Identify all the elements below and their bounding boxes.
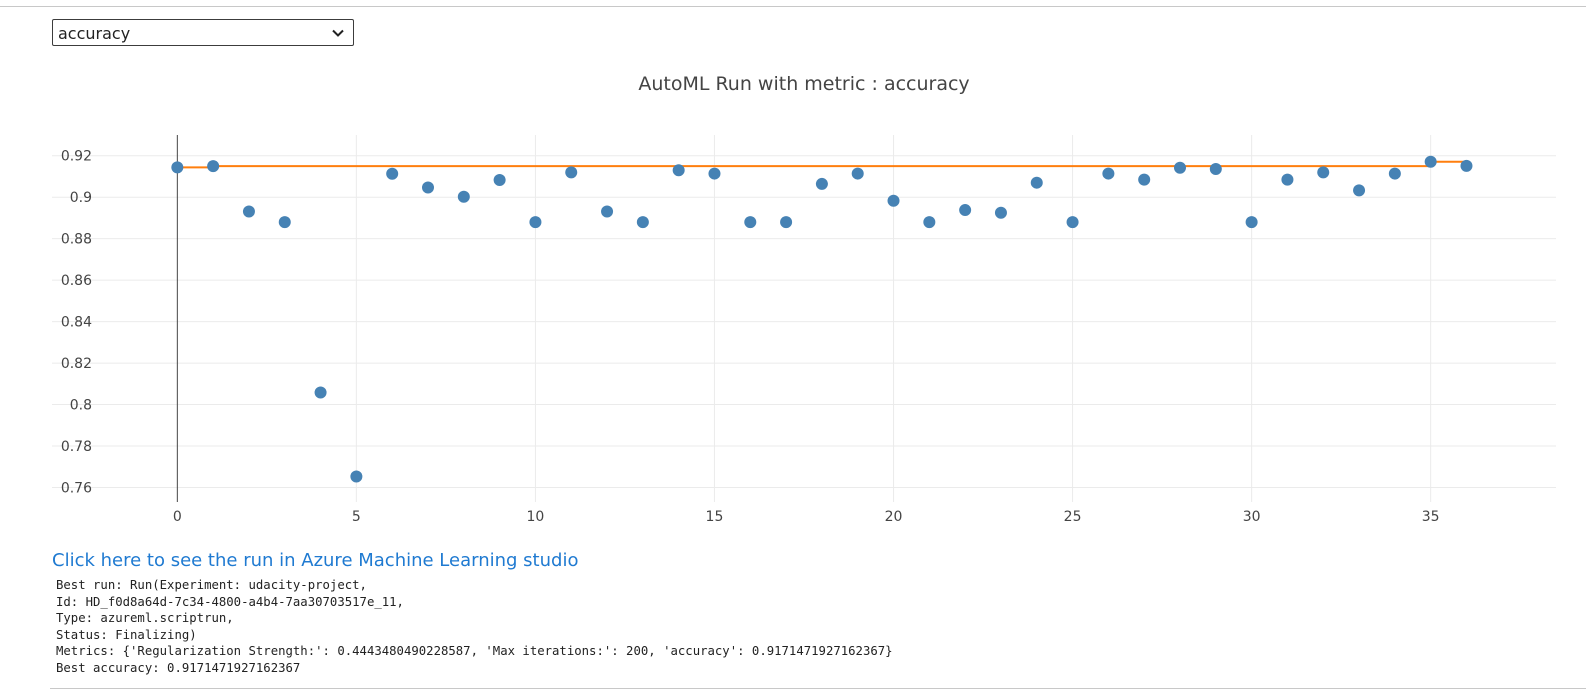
run-point (1102, 167, 1115, 180)
y-tick-label: 0.92 (61, 149, 92, 165)
run-point (815, 177, 828, 190)
y-tick-label: 0.9 (70, 190, 92, 206)
x-tick-label: 25 (1064, 509, 1082, 525)
run-point (1245, 216, 1258, 229)
run-point (601, 205, 614, 218)
x-tick-label: 30 (1243, 509, 1261, 525)
x-tick-label: 10 (527, 509, 545, 525)
run-point (1460, 159, 1473, 172)
run-point (1388, 167, 1401, 180)
accuracy-chart: AutoML Run with metric : accuracy 0.760.… (52, 73, 1556, 525)
run-points (171, 155, 1473, 483)
run-point (959, 204, 972, 217)
run-point (1030, 176, 1043, 189)
metric-dropdown[interactable]: accuracy (52, 19, 354, 46)
x-tick-label: 5 (352, 509, 361, 525)
run-point (1281, 173, 1294, 186)
run-point (565, 166, 578, 179)
y-tick-label: 0.86 (61, 273, 92, 289)
run-point (1424, 155, 1437, 168)
output-line: Best run: Run(Experiment: udacity-projec… (56, 578, 367, 592)
run-point (1174, 161, 1186, 174)
chart-axes: 0.76 0.78 0.8 0.82 0.84 0.86 0.88 0.9 0.92 0 5 10 15… (61, 135, 1440, 525)
y-tick-label: 0.84 (61, 315, 92, 331)
run-point (278, 216, 291, 229)
run-point (923, 216, 936, 229)
x-tick-label: 0 (173, 509, 182, 525)
output-line: Metrics: {'Regularization Strength:': 0.… (56, 644, 893, 658)
run-point (350, 470, 363, 483)
top-divider (0, 6, 1586, 7)
y-tick-label: 0.88 (61, 232, 92, 248)
output-line: Id: HD_f0d8a64d-7c34-4800-a4b4-7aa307035… (56, 594, 404, 609)
y-tick-label: 0.76 (61, 480, 92, 496)
chevron-down-icon (332, 29, 344, 37)
run-point (1317, 166, 1330, 179)
run-point (708, 167, 721, 180)
y-tick-label: 0.78 (61, 439, 92, 455)
run-point (422, 181, 434, 194)
run-point (744, 216, 757, 229)
run-point (1353, 184, 1366, 197)
run-point (1209, 163, 1222, 176)
run-point (171, 161, 184, 174)
run-point (1138, 173, 1151, 186)
run-point (242, 205, 255, 218)
run-point (994, 206, 1007, 219)
run-point (314, 386, 327, 399)
run-point (386, 167, 399, 180)
output-line: Status: Finalizing) (56, 627, 197, 642)
run-point (780, 216, 793, 229)
y-tick-label: 0.8 (70, 398, 92, 414)
run-output: Best run: Run(Experiment: udacity-projec… (56, 577, 893, 676)
run-point (636, 216, 649, 229)
output-line: Best accuracy: 0.9171471927162367 (56, 660, 301, 675)
x-tick-label: 35 (1422, 509, 1440, 525)
azure-studio-link[interactable]: Click here to see the run in Azure Machi… (52, 550, 579, 571)
chart-grid (52, 135, 1556, 502)
run-point (1066, 216, 1079, 229)
best-so-far-line (177, 160, 1467, 169)
run-point (851, 167, 864, 180)
y-tick-label: 0.82 (61, 356, 92, 372)
x-tick-label: 15 (706, 509, 724, 525)
run-point (457, 190, 470, 203)
bottom-divider (50, 688, 1586, 689)
metric-dropdown-value: accuracy (58, 24, 131, 43)
run-point (887, 194, 900, 207)
output-line: Type: azureml.scriptrun, (56, 611, 234, 625)
run-point (529, 216, 542, 229)
run-point (493, 173, 506, 186)
best-accuracy-line (177, 160, 1467, 169)
chart-title: AutoML Run with metric : accuracy (638, 73, 969, 95)
x-tick-label: 20 (885, 509, 903, 525)
run-point (672, 164, 685, 177)
run-point (207, 160, 220, 173)
